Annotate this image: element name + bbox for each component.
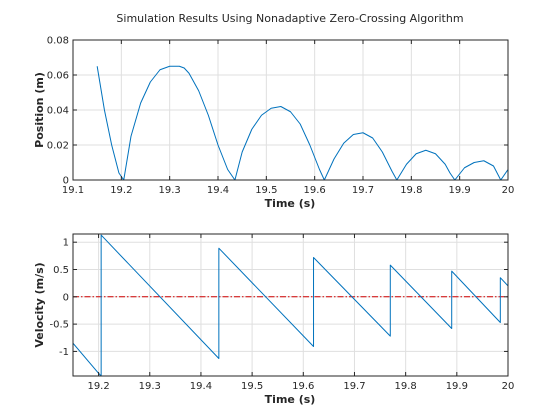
velocity-plot: 19.2 19.3 19.4 19.5 19.6 19.7 19.8 19.9 20 -1 -0.5… [33,233,515,406]
position-xtick-label: 19.7 [352,185,374,196]
velocity-xtick-label: 19.9 [446,381,468,392]
figure-title: Simulation Results Using Nonadaptive Zer… [116,12,463,25]
position-xtick-label: 19.9 [449,185,471,196]
velocity-ytick-label: 0.5 [53,265,69,276]
position-ytick-label: 0.04 [47,106,69,117]
position-xtick-label: 19.3 [159,185,181,196]
position-plot: 19.1 19.2 19.3 19.4 19.5 19.6 19.7 19.8 19.9 20 0 0… [33,36,514,211]
velocity-xtick-label: 19.4 [190,381,212,392]
position-ytick-label: 0 [63,176,69,187]
position-xtick-label: 19.2 [110,185,132,196]
velocity-plot-background [73,234,508,376]
velocity-xtick-label: 19.8 [395,381,417,392]
velocity-plot-frame [72,233,509,377]
position-ytick-label: 0.08 [47,36,69,47]
position-series-line [96,65,508,180]
velocity-xtick-label: 19.5 [241,381,263,392]
velocity-xtick-label: 19.3 [139,381,161,392]
position-xtick-label: 19.5 [255,185,277,196]
position-xtick-label: 19.8 [400,185,422,196]
velocity-ylabel: Velocity (m/s) [33,262,46,347]
position-xtick-label: 19.6 [304,185,326,196]
position-ytick-label: 0.02 [47,141,69,152]
velocity-xtick-label: 19.2 [87,381,109,392]
velocity-ytick-label: 0 [63,292,69,303]
velocity-xtick-label: 20 [502,381,515,392]
velocity-series-line [73,234,508,376]
velocity-xtick-label: 19.6 [292,381,314,392]
velocity-xlabel: Time (s) [265,393,316,406]
velocity-ytick-label: 1 [63,238,69,249]
position-ytick-label: 0.06 [47,71,69,82]
position-xtick-label: 19.4 [207,185,229,196]
velocity-ytick-label: -1 [59,347,69,358]
velocity-xtick-label: 19.7 [343,381,365,392]
position-xtick-label: 20 [502,185,515,196]
position-xlabel: Time (s) [265,197,316,210]
velocity-ytick-label: -0.5 [49,320,69,331]
position-xtick-label: 19.1 [62,185,84,196]
position-ylabel: Position (m) [33,72,46,148]
